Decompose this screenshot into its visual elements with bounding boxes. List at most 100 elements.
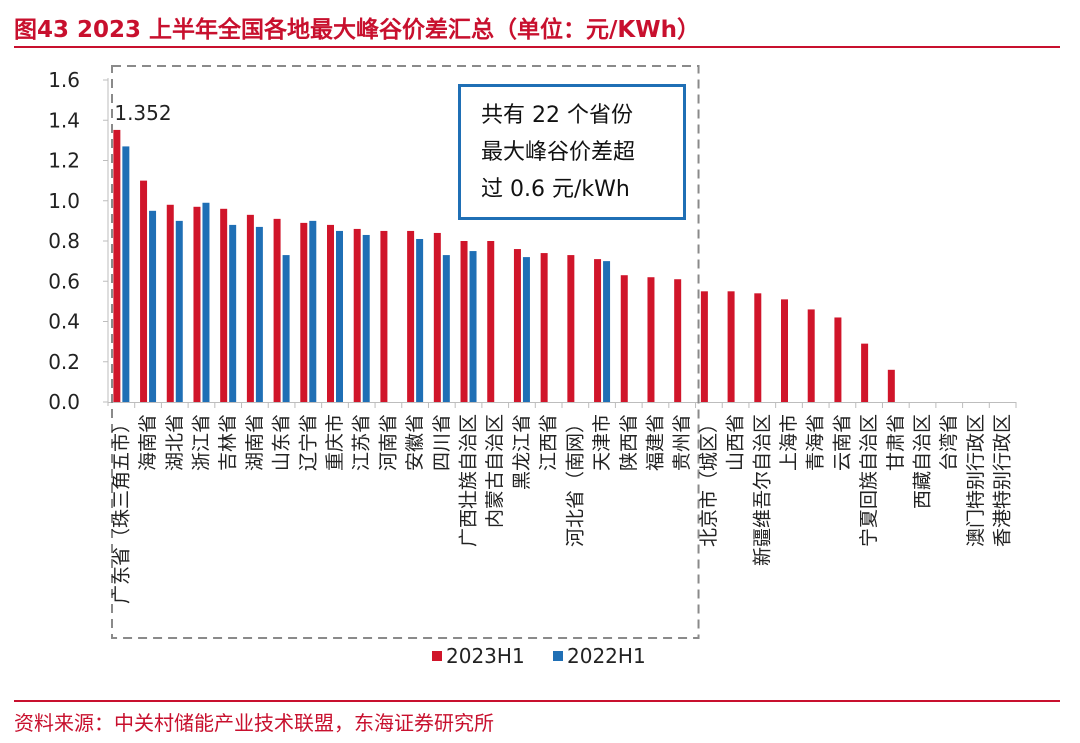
y-tick-label: 1.6 <box>48 68 80 92</box>
bar-2023h1 <box>834 317 842 402</box>
bar-2023h1 <box>273 218 281 402</box>
bar-2022h1 <box>442 255 450 402</box>
bar-2023h1 <box>433 232 441 402</box>
legend-swatch-2023h1 <box>432 651 442 661</box>
bar-2023h1 <box>594 259 602 402</box>
bar-2023h1 <box>567 255 575 402</box>
bar-2023h1 <box>327 224 334 402</box>
bar-2023h1 <box>246 214 254 402</box>
bar-2023h1 <box>861 343 869 402</box>
bar-2023h1 <box>620 275 628 402</box>
bar-2023h1 <box>220 208 228 402</box>
bar-2023h1 <box>540 253 548 402</box>
bar-2022h1 <box>175 220 183 402</box>
x-category-label: 澳门特别行政区 <box>965 414 987 547</box>
bar-2023h1 <box>166 204 174 402</box>
bar-2022h1 <box>149 210 157 402</box>
bar-2022h1 <box>336 230 343 402</box>
x-category-label: 广东省（珠三角五市） <box>110 414 132 604</box>
y-tick-label: 0.0 <box>48 390 80 414</box>
bar-2023h1 <box>754 293 762 402</box>
bar-chart: 0.0 0.2 0.4 0.6 0.8 1.0 1.2 1.4 1.6 广东省（珠三角五市） 海南省… <box>48 65 1017 668</box>
data-label: 1.352 <box>114 101 171 125</box>
bar-2023h1 <box>887 369 895 402</box>
bar-2023h1 <box>113 129 121 402</box>
bar-2022h1 <box>416 238 424 402</box>
x-category-label: 台湾省 <box>938 414 960 471</box>
bar-2022h1 <box>122 146 130 402</box>
x-category-label: 河北省（南网） <box>564 414 586 547</box>
x-category-label: 甘肃省 <box>885 414 907 471</box>
x-category-label: 江西省 <box>538 414 560 471</box>
x-category-label: 上海市 <box>778 414 800 471</box>
annotation-line-2: 最大峰谷价差超 <box>481 140 636 165</box>
bar-2023h1 <box>674 279 682 402</box>
x-category-label: 青海省 <box>805 414 827 471</box>
bar-2023h1 <box>140 180 148 402</box>
x-category-label: 新疆维吾尔自治区 <box>751 414 773 566</box>
x-category-label: 海南省 <box>137 414 159 471</box>
x-category-label: 广西壮族自治区 <box>458 414 480 547</box>
bar-2022h1 <box>229 224 237 402</box>
x-category-label: 香港特别行政区 <box>992 414 1014 547</box>
x-category-label: 黑龙江省 <box>511 414 533 490</box>
x-category-label: 重庆市 <box>324 414 346 471</box>
bar-2022h1 <box>282 255 290 402</box>
bar-2023h1 <box>513 249 521 402</box>
y-tick-label: 1.2 <box>48 149 80 173</box>
bar-2023h1 <box>193 206 201 402</box>
source-rule <box>14 700 1060 702</box>
x-category-label: 陕西省 <box>618 414 640 471</box>
y-tick-label: 0.8 <box>48 229 80 253</box>
x-category-label: 宁夏回族自治区 <box>858 414 880 547</box>
annotation-line-1: 共有 22 个省份 <box>481 103 633 128</box>
bar-2023h1 <box>727 291 735 402</box>
bar-2023h1 <box>487 241 495 402</box>
bar-2023h1 <box>300 222 308 402</box>
annotation-line-3: 过 0.6 元/kWh <box>481 177 630 202</box>
highlight-dashed-box <box>111 65 700 639</box>
bar-2022h1 <box>603 261 611 402</box>
x-category-label: 内蒙古自治区 <box>484 414 506 528</box>
x-category-label: 云南省 <box>831 414 853 471</box>
y-tick-label: 1.4 <box>48 108 80 132</box>
x-category-label: 辽宁省 <box>297 414 319 471</box>
annotation-box: 共有 22 个省份 最大峰谷价差超 过 0.6 元/kWh <box>458 84 686 220</box>
bar-2022h1 <box>309 220 317 402</box>
x-category-label: 湖南省 <box>244 414 266 471</box>
bar-2023h1 <box>700 291 708 402</box>
bar-2023h1 <box>781 299 788 402</box>
x-category-label: 吉林省 <box>217 414 239 471</box>
legend-label: 2023H1 <box>446 644 525 668</box>
title-rule <box>14 46 1060 48</box>
legend-swatch-2022h1 <box>553 651 563 661</box>
x-category-label: 福建省 <box>644 414 666 471</box>
bar-2023h1 <box>647 277 655 402</box>
bar-2023h1 <box>460 241 468 402</box>
x-category-label: 北京市（城区） <box>698 414 720 547</box>
bar-2023h1 <box>407 230 415 402</box>
y-tick-label: 0.2 <box>48 350 80 374</box>
bar-2022h1 <box>255 226 263 402</box>
bar-2023h1 <box>380 230 388 402</box>
x-category-label: 湖北省 <box>164 414 186 471</box>
bar-2022h1 <box>202 202 210 402</box>
bar-2023h1 <box>807 309 815 402</box>
bar-2022h1 <box>362 234 370 402</box>
x-category-label: 浙江省 <box>190 414 212 471</box>
legend-label: 2022H1 <box>567 644 646 668</box>
x-category-label: 贵州省 <box>671 414 693 471</box>
y-tick-label: 1.0 <box>48 189 80 213</box>
figure-title: 图43 2023 上半年全国各地最大峰谷价差汇总（单位：元/KWh） <box>14 17 701 43</box>
y-tick-label: 0.6 <box>48 269 80 293</box>
x-category-label: 四川省 <box>431 414 453 471</box>
x-category-label: 西藏自治区 <box>912 414 934 509</box>
x-category-label: 山西省 <box>725 414 747 471</box>
bar-2023h1 <box>353 228 361 402</box>
x-category-label: 天津市 <box>591 414 613 471</box>
x-category-label: 安徽省 <box>404 414 426 471</box>
x-category-label: 河南省 <box>377 414 399 471</box>
y-tick-label: 0.4 <box>48 310 80 334</box>
source-note: 资料来源：中关村储能产业技术联盟，东海证券研究所 <box>14 711 494 735</box>
x-category-label: 山东省 <box>271 414 293 471</box>
